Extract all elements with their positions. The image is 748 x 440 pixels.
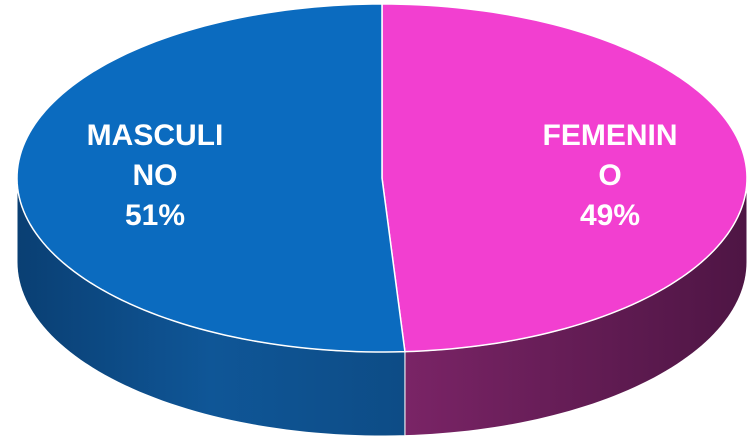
slice-name: MASCULINO [86,119,224,192]
slice-percent: 51% [124,199,186,232]
pie-slice [16,3,406,353]
slice-name: FEMENINO [542,119,678,192]
slice-label: FEMENINO 49% [536,116,684,236]
slice-percent: 49% [579,199,641,232]
slice-label: MASCULINO 51% [81,116,229,236]
pie-slice [381,3,748,353]
